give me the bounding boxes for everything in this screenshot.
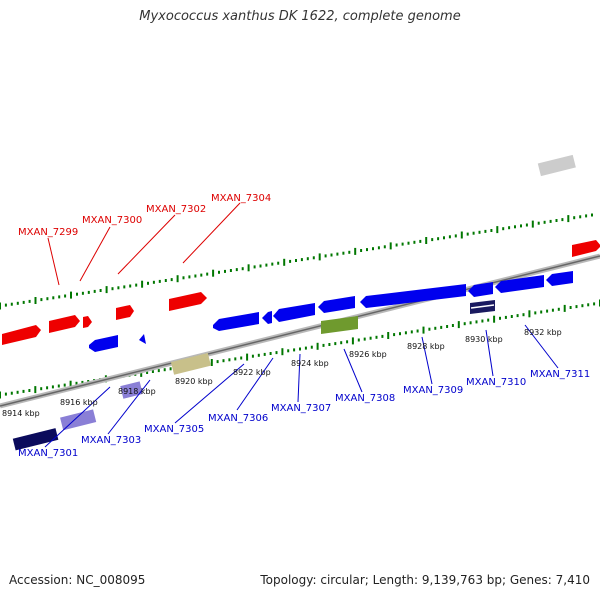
genome-stats-text: Topology: circular; Length: 9,139,763 bp…	[260, 573, 590, 587]
forward-gene-arrow	[2, 325, 41, 345]
reverse-gene-arrow	[213, 312, 259, 331]
kbp-label: 8932 kbp	[524, 328, 562, 337]
reverse-gene-arrow	[360, 284, 466, 308]
feature-block-grey	[537, 154, 576, 177]
gene-label[interactable]: MXAN_7310	[466, 377, 526, 388]
reverse-gene-arrow	[262, 311, 272, 324]
genome-backbone	[0, 253, 600, 409]
feature-block-olive	[321, 316, 358, 334]
gene-label[interactable]: MXAN_7306	[208, 413, 268, 424]
forward-gene-arrow	[116, 305, 134, 320]
gene-label[interactable]: MXAN_7308	[335, 393, 395, 404]
feature-block-navy	[12, 428, 59, 451]
kbp-label: 8928 kbp	[407, 342, 445, 351]
reverse-gene-arrow	[546, 271, 573, 286]
gene-label[interactable]: MXAN_7309	[403, 385, 463, 396]
kbp-label: 8914 kbp	[2, 409, 40, 418]
kbp-label: 8930 kbp	[465, 335, 503, 344]
feature-block-lavender	[60, 409, 97, 431]
gene-label[interactable]: MXAN_7301	[18, 448, 78, 459]
kbp-label: 8924 kbp	[291, 359, 329, 368]
gene-label[interactable]: MXAN_7302	[146, 204, 206, 215]
gene-label[interactable]: MXAN_7305	[144, 424, 204, 435]
feature-block-khaki	[170, 352, 211, 375]
reverse-gene-arrow	[89, 335, 118, 352]
forward-gene-arrow	[572, 240, 600, 257]
gene-label[interactable]: MXAN_7304	[211, 193, 271, 204]
reverse-genes	[89, 271, 573, 352]
kbp-axis-labels: 8914 kbp 8916 kbp 8918 kbp 8920 kbp 8922…	[2, 328, 562, 418]
gene-label[interactable]: MXAN_7300	[82, 215, 142, 226]
upper-forward-genes	[2, 154, 600, 451]
forward-gene-arrow	[49, 315, 80, 333]
bottom-label-leaders	[44, 324, 559, 448]
kbp-label: 8918 kbp	[118, 387, 156, 396]
kbp-label: 8926 kbp	[349, 350, 387, 359]
feature-block-lavender-2	[120, 381, 143, 399]
kbp-label: 8922 kbp	[233, 368, 271, 377]
kbp-label: 8920 kbp	[175, 377, 213, 386]
gene-label[interactable]: MXAN_7311	[530, 369, 590, 380]
forward-gene-arrow	[83, 316, 92, 328]
reverse-gene-arrow	[139, 334, 146, 344]
gene-label[interactable]: MXAN_7299	[18, 227, 78, 238]
kbp-label: 8916 kbp	[60, 398, 98, 407]
top-label-leaders	[47, 202, 241, 286]
forward-gene-arrow	[169, 292, 207, 311]
bottom-gene-labels: MXAN_7301 MXAN_7303 MXAN_7305 MXAN_7306 …	[18, 369, 590, 459]
accession-text: Accession: NC_008095	[9, 573, 146, 587]
top-gene-labels: MXAN_7299 MXAN_7300 MXAN_7302 MXAN_7304	[18, 193, 271, 238]
gene-label[interactable]: MXAN_7303	[81, 435, 141, 446]
reverse-gene-arrow	[273, 303, 315, 322]
reverse-gene-arrow	[318, 296, 355, 313]
upper-gc-ticks	[0, 213, 593, 310]
reverse-gene-arrow	[468, 282, 493, 297]
map-title: Myxococcus xanthus DK 1622, complete gen…	[139, 9, 461, 24]
gene-label[interactable]: MXAN_7307	[271, 403, 331, 414]
reverse-gene-arrow	[495, 275, 544, 293]
